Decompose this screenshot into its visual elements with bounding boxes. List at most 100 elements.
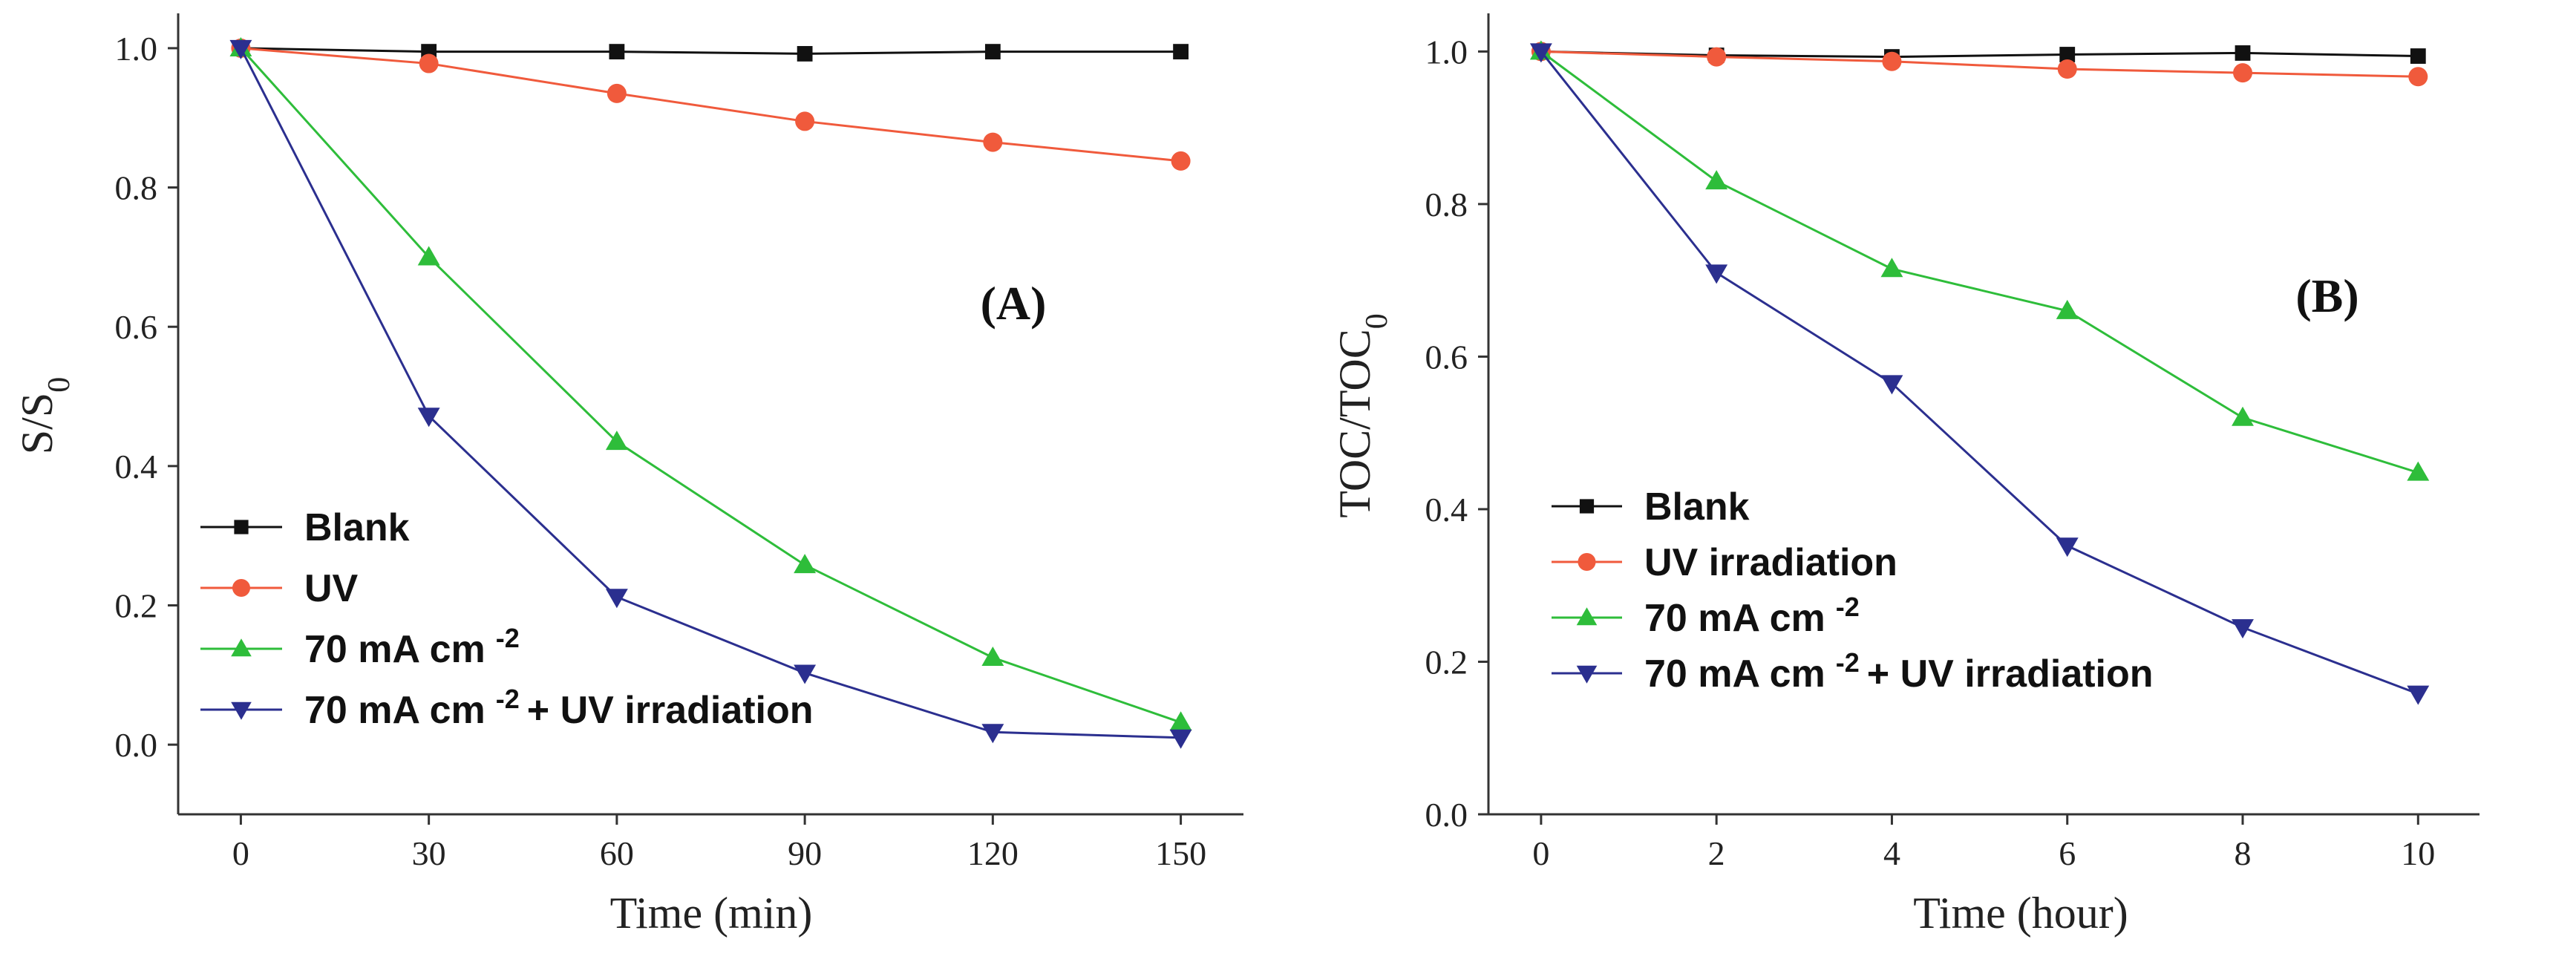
y-axis-title: TOC/TOC0	[1330, 313, 1394, 518]
legend-marker	[1576, 665, 1598, 684]
x-tick-label: 10	[2401, 834, 2435, 872]
data-point	[1880, 375, 1903, 395]
legend-label: Blank	[304, 506, 410, 549]
series-1	[1531, 42, 2428, 87]
x-tick-label: 120	[967, 834, 1019, 872]
y-tick-label: 0.0	[115, 726, 158, 764]
y-axis-title-subscript: 0	[1360, 313, 1394, 329]
legend-marker	[1579, 499, 1595, 514]
data-point	[1169, 729, 1192, 749]
legend-label-main: UV irradiation	[1644, 541, 1897, 584]
legend-item: UV irradiation	[1552, 541, 1897, 584]
legend-label: UV irradiation	[1644, 541, 1897, 584]
data-point	[1173, 44, 1189, 60]
legend-label: 70 mA cm -2	[1644, 592, 1860, 641]
panel-label: (B)	[2295, 269, 2358, 322]
data-point	[419, 53, 439, 73]
y-tick-label: 0.4	[1425, 491, 1468, 529]
legend-label-superscript: -2	[1836, 647, 1860, 678]
y-tick-label: 0.2	[1425, 643, 1468, 681]
y-tick-label: 0.6	[1425, 338, 1468, 376]
panel-a: 0 30 60 90 120 150 0.0 0.2 0.4 0.6 0.8 1.0 Time (min…	[13, 13, 1243, 938]
series-line	[240, 47, 1182, 724]
data-point	[1169, 711, 1192, 731]
x-tick-label: 4	[1883, 834, 1900, 872]
x-tick-label: 90	[788, 834, 822, 872]
y-tick-label: 1.0	[1425, 33, 1468, 71]
legend-label-superscript: -2	[496, 684, 520, 714]
data-point	[2057, 59, 2077, 79]
y-tick-label: 0.4	[115, 448, 158, 485]
x-tick-label: 0	[1532, 834, 1549, 872]
data-point	[2410, 48, 2426, 64]
data-point	[605, 431, 628, 451]
y-tick-label: 0.8	[115, 169, 158, 207]
legend-marker	[232, 579, 250, 597]
y-axis-title: S/S0	[13, 377, 76, 454]
legend-label: UV	[304, 567, 359, 610]
legend-label-superscript: -2	[496, 623, 520, 653]
y-axis-title-subscript: 0	[42, 377, 76, 393]
x-tick-label: 6	[2059, 834, 2076, 872]
series-line	[1540, 50, 2419, 696]
legend-label-suffix: + UV irradiation	[527, 689, 814, 732]
legend-label: Blank	[1644, 485, 1750, 529]
legend-label-main: 70 mA cm	[1644, 652, 1825, 696]
series-3	[229, 39, 1192, 749]
series-line	[241, 47, 1181, 55]
data-point	[794, 664, 817, 684]
data-point	[2235, 45, 2251, 61]
legend-marker	[231, 701, 252, 720]
legend-item: Blank	[200, 506, 410, 549]
data-point	[1882, 51, 1902, 71]
y-axis-title-main: TOC/TOC	[1330, 329, 1379, 518]
panel-b: 0 2 4 6 8 10 0.0 0.2 0.4 0.6 0.8 1.0 Time (hour) TOC/…	[1330, 13, 2479, 938]
data-point	[417, 408, 440, 428]
data-point	[417, 246, 440, 266]
series-line	[241, 47, 1181, 163]
legend-label: 70 mA cm -2 + UV irradiation	[304, 684, 814, 733]
x-tick-label: 2	[1708, 834, 1725, 872]
series-1	[231, 38, 1191, 171]
data-point	[795, 111, 815, 131]
y-tick-label: 0.2	[115, 587, 158, 625]
legend-item: 70 mA cm -2	[200, 623, 520, 671]
data-point	[229, 39, 252, 59]
data-point	[2407, 685, 2430, 705]
data-point	[1707, 47, 1727, 67]
series-line	[240, 48, 1181, 739]
data-point	[2408, 67, 2428, 87]
legend: Blank UV irradiation 70 mA cm -2 70 mA cm -2 +…	[1552, 485, 2154, 696]
x-tick-label: 60	[600, 834, 634, 872]
legend-label-main: 70 mA cm	[304, 628, 486, 671]
data-point	[2056, 299, 2079, 319]
panel-label: (A)	[981, 277, 1047, 330]
data-point	[2232, 619, 2254, 639]
data-point	[605, 589, 628, 609]
legend-marker	[1578, 553, 1596, 571]
legend-item: Blank	[1552, 485, 1750, 529]
legend-marker	[1576, 607, 1598, 626]
legend-item: 70 mA cm -2 + UV irradiation	[200, 684, 814, 733]
legend-label: 70 mA cm -2 + UV irradiation	[1644, 647, 2154, 696]
x-tick-label: 150	[1155, 834, 1206, 872]
legend-label-suffix: + UV irradiation	[1867, 652, 2154, 696]
series-3	[1529, 43, 2430, 705]
series-0	[1533, 43, 2426, 65]
x-tick-label: 30	[412, 834, 446, 872]
legend-marker	[234, 520, 249, 534]
data-point	[1880, 258, 1903, 278]
legend-label-superscript: -2	[1836, 592, 1860, 622]
data-point	[797, 46, 813, 62]
legend-marker	[231, 638, 252, 657]
legend-label-main: 70 mA cm	[1644, 597, 1825, 640]
x-axis-title: Time (hour)	[1913, 889, 2128, 938]
series-line	[1540, 50, 2419, 474]
data-point	[2232, 406, 2254, 426]
legend-item: 70 mA cm -2 + UV irradiation	[1552, 647, 2154, 696]
data-point	[2059, 47, 2076, 62]
series-line	[1540, 50, 2419, 78]
